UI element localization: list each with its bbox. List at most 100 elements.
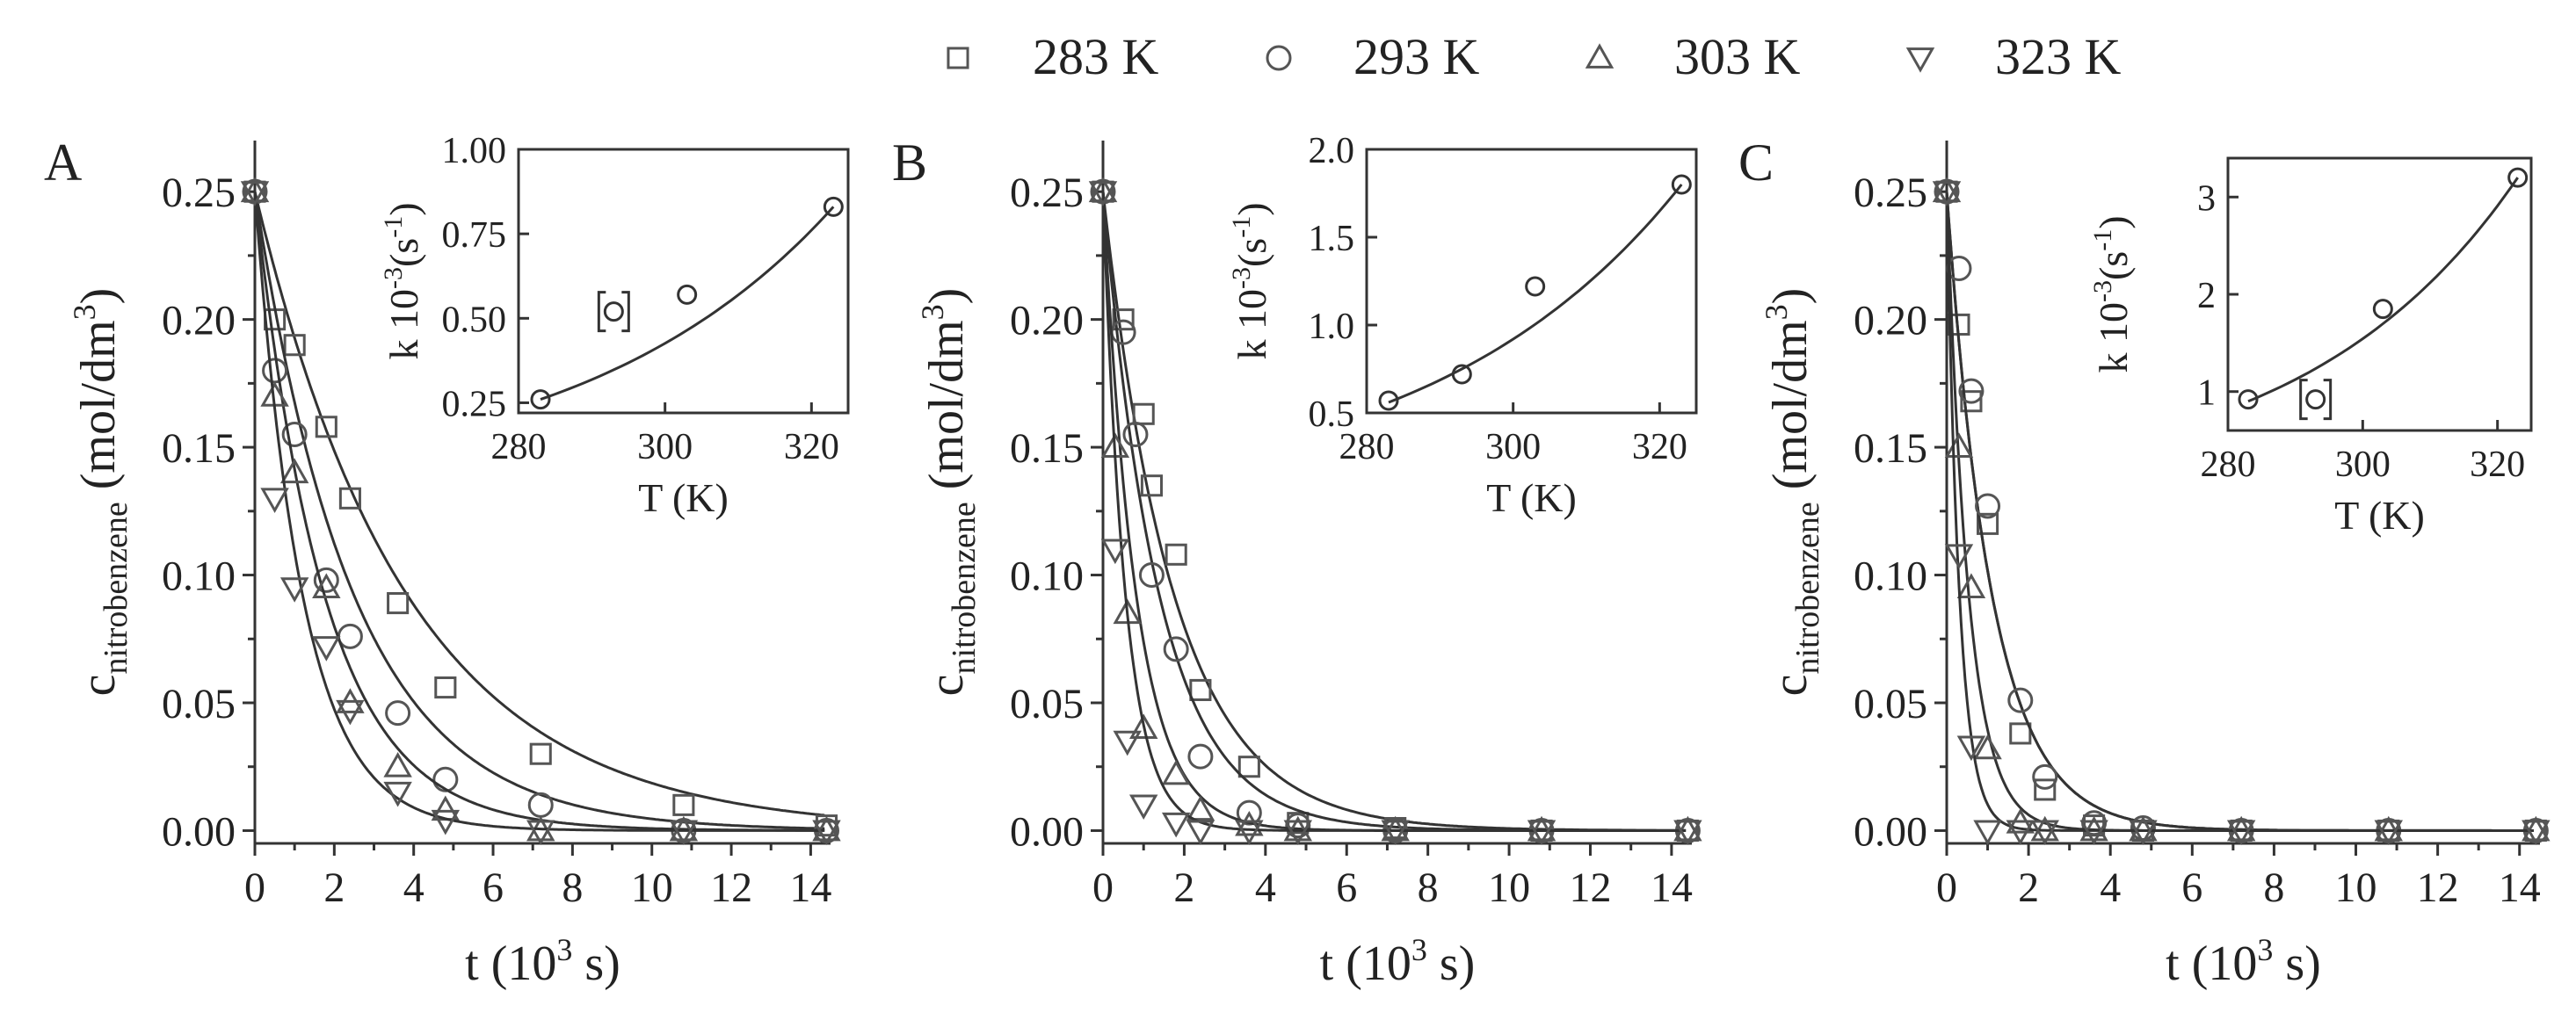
inset-data-point <box>1525 276 1546 297</box>
y-axis-title-sup: 3 <box>915 304 950 320</box>
data-point <box>383 781 412 807</box>
x-tick-label: 2 <box>2018 864 2039 911</box>
data-point <box>1381 820 1410 846</box>
inset-x-tick-label: 320 <box>784 427 839 467</box>
y-tick-label: 0.05 <box>1854 681 1927 727</box>
y-tick-label: 0.15 <box>1010 425 1084 472</box>
y-axis-title-main: c <box>919 674 974 696</box>
data-point <box>1977 512 1999 535</box>
y-tick-label: 0.00 <box>1854 808 1927 855</box>
y-axis-title-sup: 3 <box>1759 304 1794 320</box>
legend-label: 293 K <box>1353 28 1480 85</box>
inset-y-title-sup: -1 <box>2088 229 2117 251</box>
data-point <box>1165 543 1187 566</box>
inset-data-point <box>2305 389 2326 410</box>
inset-x-tick-label: 280 <box>1339 427 1395 467</box>
x-tick-label: 14 <box>2499 864 2541 911</box>
y-axis-title: cnitrobenzene (mol/dm3) <box>915 288 983 697</box>
y-axis-title-main: c <box>71 674 126 696</box>
inset-x-tick-label: 280 <box>491 427 547 467</box>
inset-bracket-right <box>2323 379 2333 421</box>
y-axis-title-unit: (mol/dm <box>919 320 974 502</box>
data-point <box>2226 820 2256 846</box>
x-axis-title-sup: 3 <box>556 932 572 967</box>
inset-y-title-main: k 10 <box>381 289 426 360</box>
panel-B: B 0 2 4 6 8 10 12 14 0.00 0.05 0.10 0.15 0.20 0.25 t (1… <box>892 131 1702 991</box>
data-point <box>1237 756 1260 778</box>
data-point <box>1161 812 1191 838</box>
data-point <box>526 820 555 846</box>
data-point <box>1236 799 1262 826</box>
x-tick-label: 10 <box>631 864 673 911</box>
y-tick-label: 0.10 <box>1010 553 1084 600</box>
data-point <box>1283 820 1313 846</box>
inset-fit-curve <box>2247 177 2519 403</box>
x-tick-label: 0 <box>244 864 265 911</box>
series-293-K <box>1090 178 1701 843</box>
y-tick-label: 0.05 <box>1010 681 1084 727</box>
inset-x-tick-label: 280 <box>2201 445 2256 485</box>
inset-y-title-sup: -1 <box>379 216 408 238</box>
x-tick-label: 12 <box>2417 864 2459 911</box>
panel-A: A 0 2 4 6 8 10 12 14 0.00 0.05 0.10 0.15 0.20 0.25 t (1… <box>44 131 850 991</box>
y-axis-title-unit: (mol/dm <box>1763 320 1818 502</box>
inset-y-axis-title: k 10-3(s-1) <box>379 202 426 359</box>
y-axis-title: cnitrobenzene (mol/dm3) <box>1759 288 1826 697</box>
x-tick-label: 8 <box>2263 864 2284 911</box>
fit-curve <box>1945 192 2534 832</box>
inset-y-tick-label: 1 <box>2197 373 2216 414</box>
inset-y-title-main: k 10 <box>2091 302 2136 373</box>
data-point <box>2009 722 2032 745</box>
inset-data-point <box>2507 167 2529 188</box>
data-point <box>1110 319 1136 345</box>
x-tick-label: 0 <box>1936 864 1957 911</box>
fit-curve <box>253 192 825 832</box>
fit-curve <box>1101 192 1687 832</box>
data-point <box>431 809 461 835</box>
inset-y-tick-label: 0.75 <box>442 215 507 256</box>
inset-y-title-sup: -3 <box>1227 267 1256 289</box>
data-point <box>1673 820 1702 846</box>
inset-y-tick-label: 0.25 <box>442 384 507 424</box>
fit-curve <box>1945 192 2534 832</box>
x-tick-label: 10 <box>2335 864 2377 911</box>
series-323-K <box>240 181 841 846</box>
data-point <box>669 820 699 846</box>
y-tick-label: 0.25 <box>162 170 236 216</box>
data-point <box>1973 820 2002 846</box>
inset-y-title-end: ) <box>381 202 426 215</box>
x-axis-title-main: t (10 <box>2166 937 2257 991</box>
fit-curve <box>1945 192 2534 832</box>
data-point <box>2006 820 2035 846</box>
data-point <box>337 623 363 649</box>
data-point <box>434 676 457 699</box>
data-point <box>1958 378 1985 404</box>
data-point <box>527 792 554 818</box>
inset-data-point <box>1671 174 1692 195</box>
data-point <box>812 815 841 842</box>
inset-bracket-left <box>2299 379 2308 421</box>
fit-curve <box>1101 192 1687 832</box>
y-axis-title-sub: nitrobenzene <box>1789 502 1826 674</box>
series-283-K <box>1092 180 1699 843</box>
y-tick-label: 0.20 <box>1010 298 1084 344</box>
inset-y-tick-label: 1.5 <box>1309 219 1355 259</box>
data-point <box>383 752 412 777</box>
inset-frame <box>517 148 850 415</box>
inset-fit-curve <box>1388 184 1683 404</box>
series-303-K <box>240 177 841 842</box>
legend-marker-square <box>947 47 969 69</box>
inset-data-point <box>603 301 624 322</box>
inset-y-title-mid: (s <box>2091 251 2136 280</box>
panel-letter: A <box>44 134 82 192</box>
inset-x-tick-label: 320 <box>1632 427 1687 467</box>
data-point <box>1100 539 1130 565</box>
data-point <box>1381 815 1410 842</box>
panel-C: C0 2 4 6 8 10 12 140.000.050.100.150.200.25t (1… <box>1738 134 2551 991</box>
data-point <box>1161 759 1191 785</box>
data-point <box>1527 815 1556 842</box>
data-point <box>1187 743 1214 770</box>
x-axis-title-main: t (10 <box>465 937 556 991</box>
data-point <box>385 700 411 727</box>
inset-y-tick-label: 2.0 <box>1309 131 1355 171</box>
